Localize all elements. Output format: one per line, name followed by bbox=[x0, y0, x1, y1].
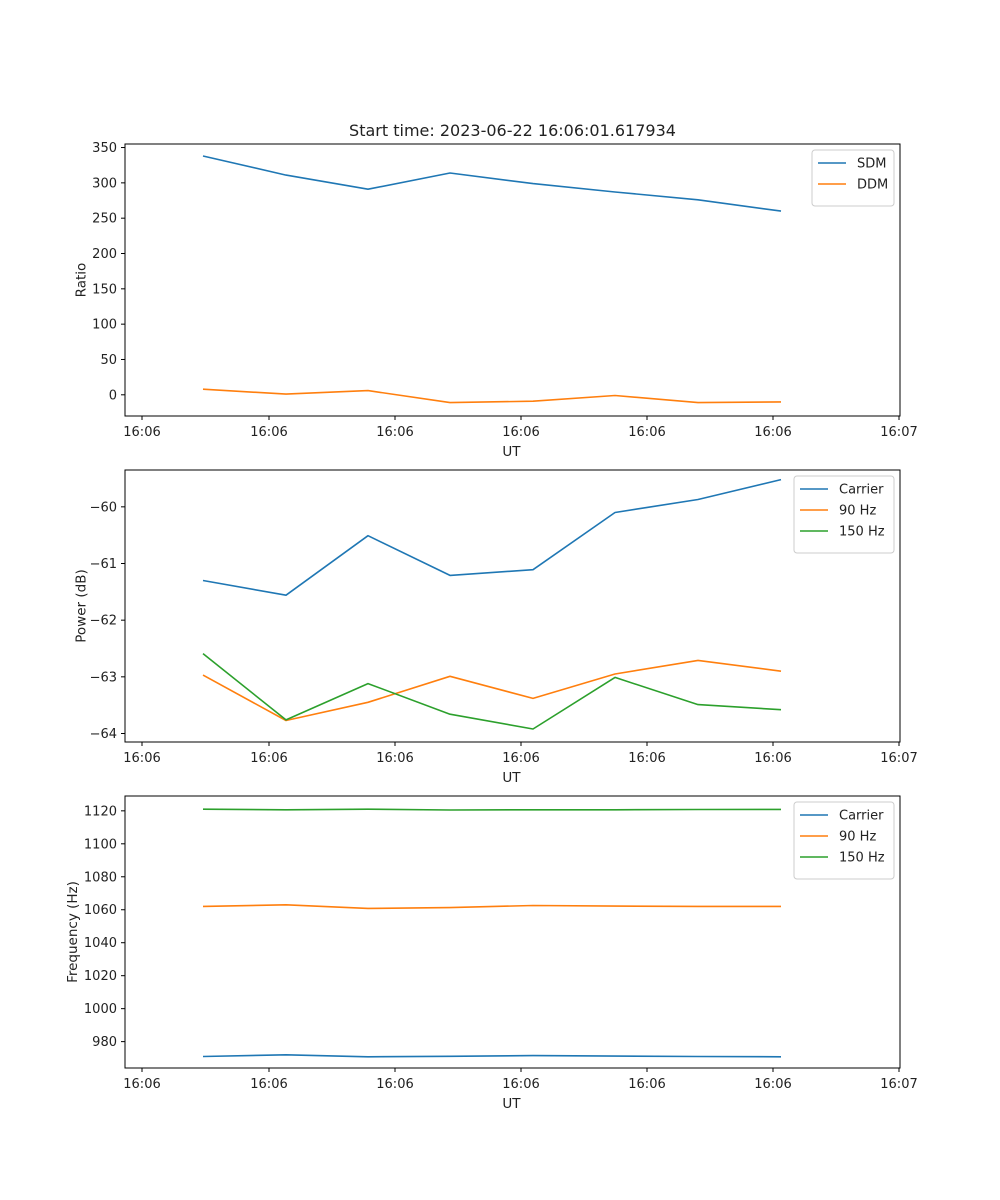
series-line bbox=[202, 478, 782, 597]
y-tick-label: 150 bbox=[92, 282, 117, 297]
legend-box bbox=[811, 149, 895, 207]
y-tick-label: 250 bbox=[92, 212, 117, 227]
y-tick-label: 1000 bbox=[84, 1002, 117, 1017]
y-tick-label: −60 bbox=[90, 500, 117, 515]
x-tick-label: 16:06 bbox=[123, 751, 160, 766]
legend-label: Carrier bbox=[839, 483, 884, 498]
y-tick-label: −63 bbox=[90, 670, 117, 685]
y-tick-label: 1040 bbox=[84, 936, 117, 951]
x-tick-label: 16:06 bbox=[628, 425, 665, 440]
y-axis-label: Ratio bbox=[74, 263, 90, 298]
x-axis-label: UT bbox=[502, 770, 521, 786]
y-tick-label: 1120 bbox=[84, 804, 117, 819]
x-tick-label: 16:06 bbox=[502, 425, 539, 440]
y-tick-label: 1060 bbox=[84, 903, 117, 918]
series-line bbox=[202, 903, 781, 910]
chart-title: Start time: 2023-06-22 16:06:01.617934 bbox=[349, 121, 676, 140]
legend-label: 90 Hz bbox=[839, 830, 876, 845]
series-line bbox=[202, 155, 782, 212]
y-tick-label: −64 bbox=[90, 727, 117, 742]
axes-frame bbox=[124, 469, 901, 743]
x-tick-label: 16:06 bbox=[123, 425, 160, 440]
y-axis-label: Power (dB) bbox=[74, 569, 90, 642]
series-line bbox=[202, 1054, 782, 1058]
legend-label: Carrier bbox=[839, 809, 884, 824]
axes-frame bbox=[124, 143, 901, 417]
x-tick-label: 16:06 bbox=[250, 425, 287, 440]
y-tick-label: 1100 bbox=[84, 837, 117, 852]
axes-frame bbox=[124, 795, 901, 1069]
x-tick-label: 16:07 bbox=[880, 425, 917, 440]
x-tick-label: 16:06 bbox=[628, 751, 665, 766]
y-tick-label: 200 bbox=[92, 247, 117, 262]
x-tick-label: 16:06 bbox=[376, 425, 413, 440]
series-line bbox=[202, 659, 782, 722]
legend-label: 90 Hz bbox=[839, 504, 876, 519]
legend-box bbox=[793, 801, 895, 880]
legend-label: 150 Hz bbox=[839, 525, 885, 540]
x-tick-label: 16:06 bbox=[502, 751, 539, 766]
y-tick-label: 0 bbox=[109, 388, 117, 403]
y-tick-label: 350 bbox=[92, 141, 117, 156]
series-line bbox=[202, 652, 782, 730]
y-tick-label: 300 bbox=[92, 176, 117, 191]
y-tick-label: −62 bbox=[90, 614, 117, 629]
y-tick-label: 100 bbox=[92, 318, 117, 333]
x-tick-label: 16:06 bbox=[376, 1077, 413, 1092]
x-tick-label: 16:06 bbox=[376, 751, 413, 766]
y-tick-label: 980 bbox=[92, 1035, 117, 1050]
y-tick-label: −61 bbox=[90, 557, 117, 572]
x-tick-label: 16:07 bbox=[880, 751, 917, 766]
legend-box bbox=[793, 475, 895, 554]
series-line bbox=[202, 388, 782, 404]
legend-label: SDM bbox=[857, 157, 886, 172]
x-tick-label: 16:06 bbox=[754, 1077, 791, 1092]
y-tick-label: 50 bbox=[100, 353, 117, 368]
y-tick-label: 1080 bbox=[84, 870, 117, 885]
x-tick-label: 16:07 bbox=[880, 1077, 917, 1092]
x-tick-label: 16:06 bbox=[754, 751, 791, 766]
x-axis-label: UT bbox=[502, 444, 521, 460]
x-tick-label: 16:06 bbox=[250, 1077, 287, 1092]
x-tick-label: 16:06 bbox=[754, 425, 791, 440]
x-axis-label: UT bbox=[502, 1096, 521, 1112]
x-tick-label: 16:06 bbox=[502, 1077, 539, 1092]
legend-label: DDM bbox=[857, 178, 888, 193]
x-tick-label: 16:06 bbox=[123, 1077, 160, 1092]
x-tick-label: 16:06 bbox=[250, 751, 287, 766]
legend-label: 150 Hz bbox=[839, 851, 885, 866]
y-axis-label: Frequency (Hz) bbox=[65, 881, 81, 983]
y-tick-label: 1020 bbox=[84, 969, 117, 984]
x-tick-label: 16:06 bbox=[628, 1077, 665, 1092]
series-line bbox=[202, 808, 782, 811]
